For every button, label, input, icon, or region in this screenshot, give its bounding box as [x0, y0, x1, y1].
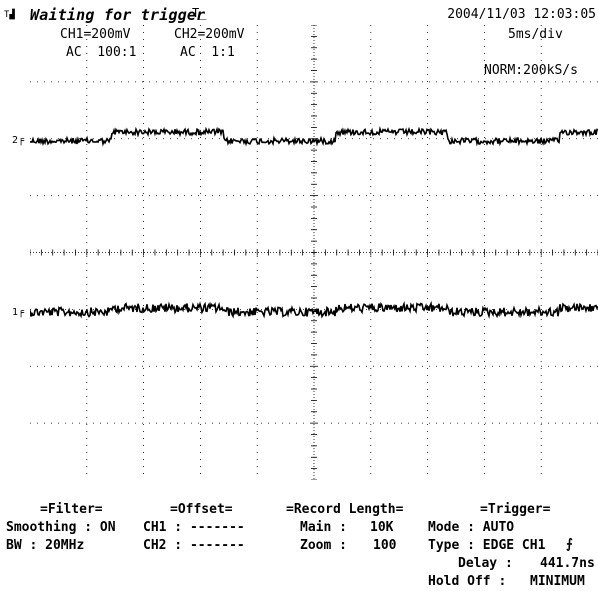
- record-length-title: =Record Length=: [286, 502, 404, 517]
- filter-title: =Filter=: [40, 502, 103, 517]
- bandwidth-setting: BW : 20MHz: [6, 538, 85, 553]
- offset-title: =Offset=: [170, 502, 233, 517]
- trigger-delay-label: Delay :: [458, 556, 513, 571]
- ch2-ground-marker: 2╒: [12, 135, 25, 146]
- ch1-trace: [30, 300, 598, 319]
- date-time: 2004/11/03 12:03:05: [447, 7, 596, 22]
- ch1-offset: CH1 : -------: [143, 520, 245, 535]
- waveform-display: [30, 25, 598, 480]
- ch2-scale-label: CH2=200mV: [174, 27, 245, 42]
- trigger-title: =Trigger=: [480, 502, 551, 517]
- trigger-type: Type : EDGE CH1: [428, 538, 546, 553]
- ch1-ground-marker: 1╒: [12, 307, 25, 318]
- sample-rate-label: NORM:200kS/s: [484, 63, 578, 78]
- acquisition-status: Waiting for trigger: [30, 6, 206, 24]
- hold-off-label: Hold Off :: [428, 574, 507, 589]
- record-main-value: 10K: [370, 520, 394, 535]
- smoothing-setting: Smoothing : ON: [6, 520, 116, 535]
- rising-edge-icon: ⨍: [566, 537, 573, 552]
- trigger-status-corner-icon: T▟: [4, 10, 15, 20]
- record-main-label: Main :: [300, 520, 347, 535]
- trigger-level-icon: T̲: [192, 6, 207, 20]
- trigger-delay-value: 441.7ns: [540, 556, 595, 571]
- ch2-coupling-label: AC 1:1: [180, 45, 235, 60]
- ch2-trace: [30, 125, 598, 147]
- trigger-mode: Mode : AUTO: [428, 520, 515, 535]
- hold-off-value: MINIMUM: [530, 574, 585, 589]
- record-zoom-label: Zoom :: [300, 538, 347, 553]
- ch2-offset: CH2 : -------: [143, 538, 245, 553]
- record-zoom-value: 100: [373, 538, 397, 553]
- timebase-label: 5ms/div: [508, 27, 563, 42]
- graticule: [30, 25, 598, 480]
- ch1-scale-label: CH1=200mV: [60, 27, 131, 42]
- ch1-coupling-label: AC 100:1: [66, 45, 137, 60]
